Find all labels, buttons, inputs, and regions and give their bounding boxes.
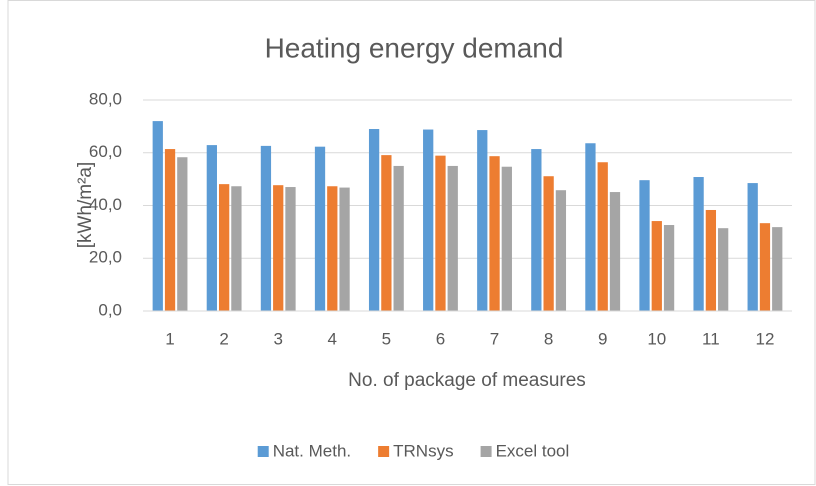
bar bbox=[609, 192, 621, 311]
bar bbox=[285, 187, 296, 311]
x-tick-label: 2 bbox=[219, 329, 228, 348]
y-tick-label: 60,0 bbox=[89, 142, 122, 161]
legend-label: Excel tool bbox=[496, 441, 570, 460]
bar bbox=[531, 149, 542, 311]
chart-title: Heating energy demand bbox=[265, 32, 564, 63]
bar bbox=[152, 121, 163, 311]
legend-swatch bbox=[257, 446, 269, 457]
x-tick-label: 9 bbox=[598, 329, 607, 348]
bar bbox=[759, 223, 771, 311]
bar bbox=[585, 143, 596, 311]
bar bbox=[501, 166, 512, 311]
legend-swatch bbox=[480, 446, 492, 457]
legend-swatch bbox=[378, 446, 390, 457]
x-axis-label: No. of package of measures bbox=[348, 370, 586, 391]
legend-label: TRNsys bbox=[393, 441, 453, 460]
bar bbox=[651, 221, 662, 311]
bar bbox=[393, 165, 404, 311]
bar bbox=[423, 129, 434, 311]
y-axis-label: [kWh/m²a] bbox=[75, 162, 96, 249]
x-tick-label: 11 bbox=[702, 329, 720, 348]
y-tick-label: 40,0 bbox=[89, 195, 122, 214]
bar bbox=[543, 176, 554, 311]
x-tick-label: 1 bbox=[165, 329, 174, 348]
bar bbox=[164, 149, 176, 311]
x-tick-label: 10 bbox=[647, 329, 666, 348]
bar bbox=[772, 227, 783, 311]
bar bbox=[693, 177, 704, 311]
bar bbox=[489, 156, 500, 311]
bar bbox=[718, 228, 729, 311]
x-tick-label: 5 bbox=[382, 329, 391, 348]
bar bbox=[231, 186, 242, 311]
bar bbox=[663, 225, 675, 311]
x-tick-label: 3 bbox=[273, 329, 282, 348]
y-tick-label: 0,0 bbox=[98, 300, 122, 319]
bar bbox=[639, 180, 650, 311]
bar bbox=[206, 145, 217, 311]
chart-frame bbox=[7, 0, 816, 485]
x-tick-label: 8 bbox=[544, 329, 553, 348]
bar bbox=[477, 130, 488, 311]
x-tick-label: 12 bbox=[755, 329, 774, 348]
bar bbox=[747, 183, 758, 311]
bar bbox=[597, 162, 608, 311]
y-tick-label: 80,0 bbox=[89, 89, 122, 108]
bar bbox=[435, 155, 446, 311]
bar bbox=[381, 155, 392, 311]
bar bbox=[368, 129, 380, 311]
bar bbox=[218, 184, 230, 311]
bar bbox=[339, 187, 350, 311]
x-tick-label: 7 bbox=[490, 329, 499, 348]
x-tick-label: 6 bbox=[436, 329, 445, 348]
bar bbox=[273, 185, 284, 311]
bar bbox=[260, 145, 272, 311]
y-tick-label: 20,0 bbox=[89, 248, 122, 267]
bar bbox=[177, 157, 188, 311]
legend-label: Nat. Meth. bbox=[273, 441, 351, 460]
bar bbox=[447, 165, 458, 311]
bar bbox=[327, 186, 338, 311]
bar bbox=[555, 190, 567, 311]
bar bbox=[705, 209, 717, 311]
bar bbox=[314, 146, 326, 311]
x-tick-label: 4 bbox=[328, 329, 337, 348]
